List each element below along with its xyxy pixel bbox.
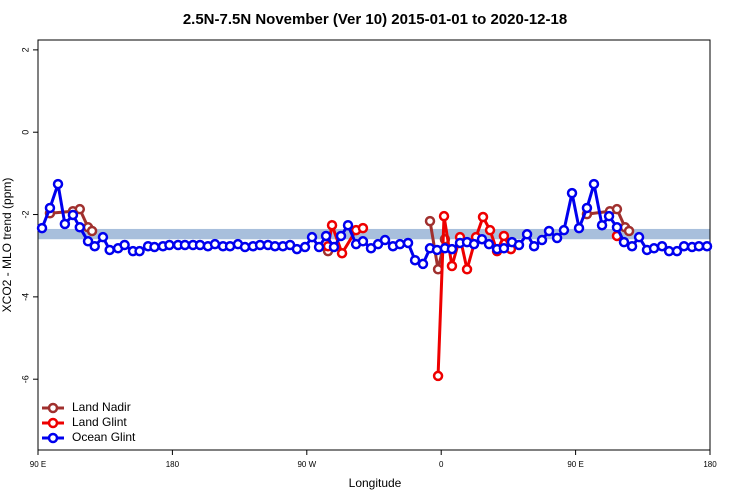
chart-title: 2.5N-7.5N November (Ver 10) 2015-01-01 t… bbox=[183, 11, 567, 28]
data-point bbox=[513, 239, 525, 251]
data-point bbox=[521, 229, 533, 240]
data-point bbox=[134, 245, 145, 257]
data-point bbox=[701, 240, 713, 252]
data-point bbox=[611, 203, 623, 215]
data-point bbox=[588, 178, 600, 190]
data-point bbox=[409, 254, 421, 266]
data-point bbox=[498, 243, 510, 254]
x-tick-label: 90 W bbox=[297, 460, 316, 469]
y-tick-label: 2 bbox=[20, 47, 30, 52]
x-tick-label: 180 bbox=[703, 460, 717, 469]
legend-label: Ocean Glint bbox=[72, 430, 136, 444]
data-point bbox=[626, 240, 638, 252]
data-point bbox=[671, 245, 683, 257]
data-point bbox=[335, 230, 347, 242]
x-tick-label: 180 bbox=[166, 460, 180, 469]
data-point bbox=[179, 239, 191, 251]
legend-marker bbox=[47, 432, 59, 444]
data-point bbox=[483, 238, 495, 250]
legend-label: Land Nadir bbox=[72, 400, 131, 414]
data-point bbox=[44, 202, 56, 214]
data-point bbox=[67, 209, 79, 221]
data-point bbox=[86, 225, 98, 237]
data-point bbox=[581, 202, 593, 214]
data-point bbox=[357, 222, 369, 234]
y-tick-label: 0 bbox=[20, 130, 30, 135]
data-point bbox=[543, 225, 555, 237]
data-point bbox=[498, 230, 510, 242]
data-point bbox=[326, 219, 338, 231]
data-point bbox=[633, 231, 645, 243]
data-point bbox=[299, 241, 311, 253]
data-point bbox=[164, 239, 175, 251]
data-point bbox=[468, 238, 480, 250]
data-point bbox=[618, 236, 630, 248]
data-point bbox=[528, 240, 540, 252]
y-tick-label: -4 bbox=[20, 293, 30, 301]
data-point bbox=[596, 219, 608, 231]
data-point bbox=[52, 178, 64, 190]
data-point bbox=[82, 236, 94, 247]
data-point bbox=[119, 239, 130, 251]
data-point bbox=[336, 247, 348, 259]
data-point bbox=[477, 211, 489, 223]
data-point bbox=[328, 241, 340, 253]
data-point bbox=[149, 241, 160, 253]
data-point bbox=[484, 224, 496, 236]
data-point bbox=[89, 240, 100, 252]
legend-marker bbox=[47, 417, 59, 429]
data-point bbox=[566, 187, 578, 199]
data-point bbox=[446, 243, 458, 255]
data-point bbox=[611, 222, 623, 233]
data-point bbox=[59, 218, 71, 230]
data-point bbox=[558, 224, 570, 236]
y-tick-label: -6 bbox=[20, 375, 30, 383]
data-point bbox=[656, 240, 668, 252]
data-point bbox=[306, 231, 318, 243]
data-point bbox=[97, 231, 109, 243]
data-point bbox=[291, 243, 303, 255]
data-point bbox=[623, 225, 635, 237]
data-point bbox=[693, 240, 705, 252]
data-point bbox=[313, 241, 325, 253]
data-point bbox=[104, 244, 115, 256]
data-point bbox=[36, 222, 48, 234]
data-point bbox=[476, 233, 488, 245]
data-point bbox=[320, 230, 332, 242]
reference-band bbox=[38, 228, 710, 240]
data-point bbox=[357, 236, 369, 247]
data-point bbox=[342, 219, 354, 231]
data-point bbox=[648, 243, 660, 254]
y-axis-label: XCO2 - MLO trend (ppm) bbox=[0, 178, 14, 313]
data-point bbox=[194, 239, 206, 251]
data-point bbox=[438, 210, 450, 222]
legend-marker bbox=[47, 402, 59, 414]
data-point bbox=[74, 203, 86, 215]
data-point bbox=[402, 237, 414, 249]
data-point bbox=[678, 240, 690, 252]
data-point bbox=[417, 258, 429, 270]
data-point bbox=[432, 370, 444, 382]
legend-label: Land Glint bbox=[72, 415, 127, 429]
data-point bbox=[536, 234, 548, 246]
data-point bbox=[379, 234, 391, 246]
x-axis-label: Longitude bbox=[349, 476, 402, 490]
data-point bbox=[74, 222, 86, 233]
data-point bbox=[603, 210, 615, 222]
data-point bbox=[461, 264, 473, 275]
data-point bbox=[239, 241, 251, 253]
data-point bbox=[573, 222, 585, 234]
data-point bbox=[551, 232, 563, 244]
y-tick-label: -2 bbox=[20, 211, 30, 219]
data-point bbox=[394, 238, 406, 250]
x-tick-label: 90 E bbox=[567, 460, 583, 469]
x-tick-label: 90 E bbox=[30, 460, 46, 469]
x-tick-label: 0 bbox=[439, 460, 444, 469]
data-point bbox=[424, 215, 436, 227]
data-point bbox=[446, 260, 458, 272]
data-point bbox=[209, 238, 221, 250]
